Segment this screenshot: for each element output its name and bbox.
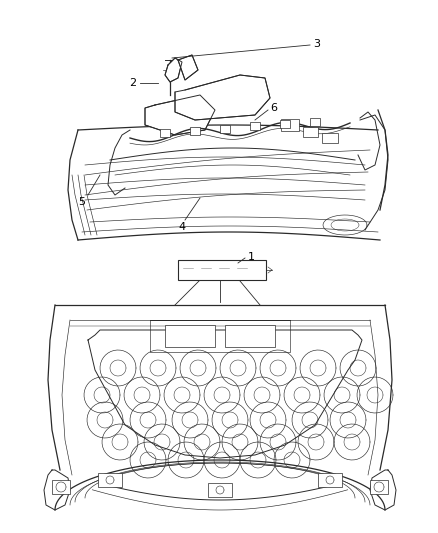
Polygon shape	[165, 58, 182, 82]
Bar	[280, 120, 290, 128]
Bar	[370, 480, 388, 494]
Bar	[98, 473, 122, 487]
Bar	[322, 133, 338, 143]
Bar	[225, 325, 275, 347]
Text: 1: 1	[248, 252, 255, 262]
Text: 5: 5	[78, 197, 85, 207]
Bar	[310, 118, 320, 126]
Bar	[178, 260, 266, 280]
Bar	[190, 126, 200, 134]
Bar	[281, 119, 299, 131]
Bar	[52, 480, 70, 494]
Text: 4: 4	[178, 222, 186, 232]
Bar	[220, 125, 230, 133]
Bar	[208, 483, 232, 497]
Text: 2: 2	[129, 78, 136, 88]
Bar	[165, 325, 215, 347]
Bar	[160, 128, 170, 136]
Bar	[250, 123, 260, 131]
Bar	[303, 127, 318, 137]
Text: 6: 6	[270, 103, 277, 113]
Polygon shape	[175, 75, 270, 120]
Bar	[318, 473, 342, 487]
Polygon shape	[145, 95, 215, 135]
Text: 3: 3	[313, 39, 320, 49]
Polygon shape	[178, 55, 198, 80]
